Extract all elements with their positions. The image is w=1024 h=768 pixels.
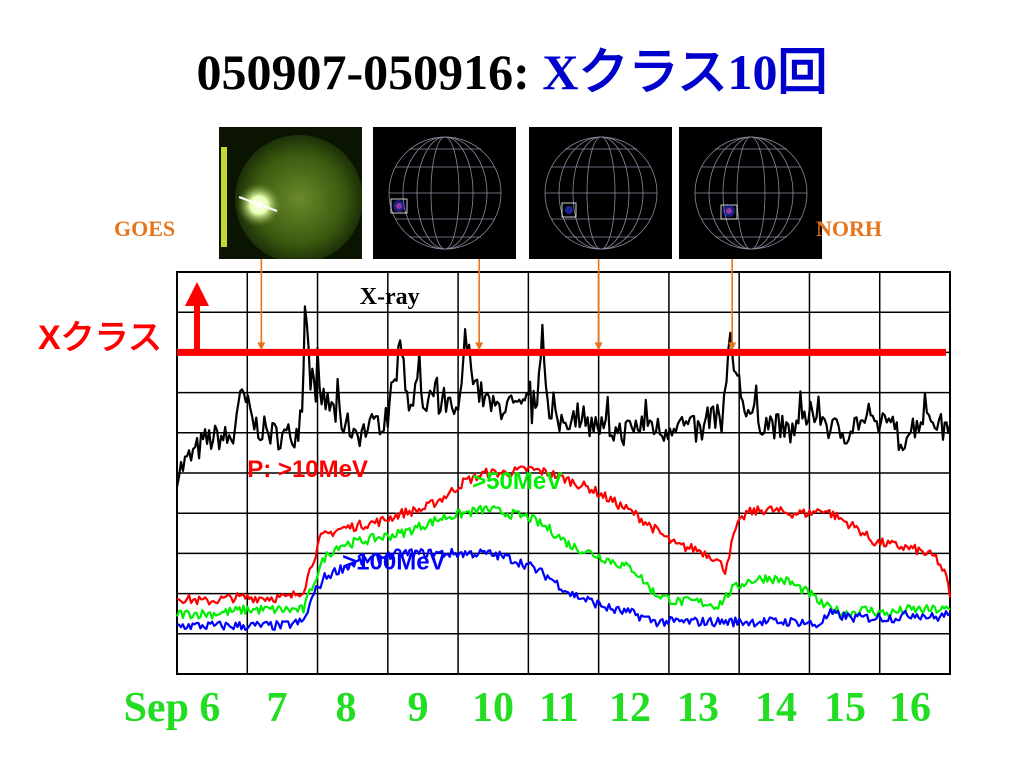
flare-arrow-head (594, 342, 603, 351)
date-tick-label: 7 (266, 685, 288, 731)
goes-label: GOES (114, 216, 176, 241)
title-dates: 050907-050916: (196, 44, 543, 100)
goes-sxi-image (219, 127, 362, 259)
title-xclass-count: Xクラス10回 (542, 44, 828, 100)
page-title: 050907-050916: Xクラス10回 (0, 42, 1024, 102)
norh-image-2 (529, 127, 672, 259)
xclass-arrow-head (185, 282, 209, 306)
series-50mev (175, 504, 951, 620)
annotation-label: >50MeV (472, 468, 562, 495)
date-tick-label: 10 (472, 685, 514, 731)
date-tick-label: 9 (407, 685, 429, 731)
norh-label: NORH (816, 216, 882, 241)
date-tick-label: 12 (609, 685, 651, 731)
date-tick-label: 16 (889, 685, 931, 731)
series-10mev (176, 465, 952, 606)
annotation-label: X-ray (360, 284, 420, 310)
norh-image-3 (679, 127, 822, 259)
series-100mev (176, 547, 951, 631)
date-tick-label: 8 (335, 685, 357, 731)
series-xray (175, 305, 952, 488)
date-axis: Sep 6 7 8 9 10 11 12 13 14 15 16 (0, 683, 1024, 733)
annotation-label: P: >10MeV (247, 456, 368, 483)
xclass-label: Xクラス (38, 319, 162, 357)
flare-arrow-head (475, 342, 484, 351)
date-tick-label: 11 (539, 685, 579, 731)
annotation-label: >100MeV (342, 548, 445, 575)
date-tick-label: 14 (755, 685, 797, 731)
flare-arrow-head (728, 342, 737, 351)
flare-arrow-head (257, 342, 266, 351)
date-tick-label: 15 (824, 685, 866, 731)
date-tick-label: Sep 6 (123, 685, 221, 731)
norh-image-1 (373, 127, 516, 259)
date-tick-label: 13 (677, 685, 719, 731)
